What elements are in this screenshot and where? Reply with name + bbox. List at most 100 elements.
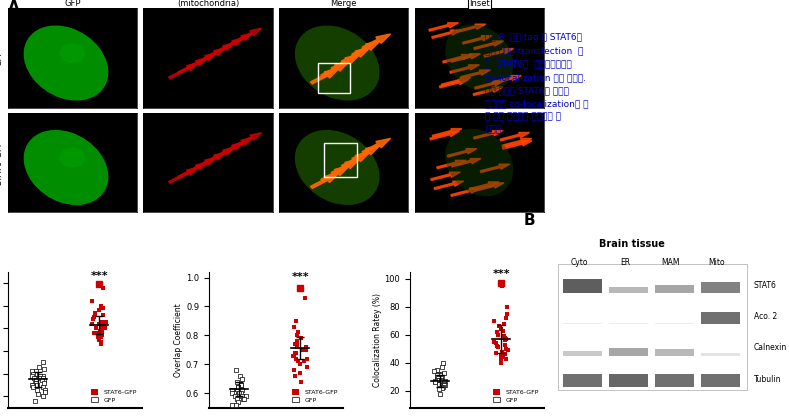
Point [290,349,302,356]
Text: Cyto: Cyto [570,258,588,267]
Point [438,382,451,389]
Text: A: A [8,0,20,15]
Bar [563,351,602,356]
Point [37,373,50,379]
FancyArrow shape [451,158,481,167]
Point [432,375,444,381]
FancyArrow shape [222,138,252,154]
Point [226,390,239,396]
Point [226,387,239,394]
Point [36,359,49,366]
Point [93,307,106,314]
Point [231,384,244,391]
FancyArrow shape [187,158,216,173]
Point [287,352,300,359]
Point [500,336,513,342]
Point [232,390,245,396]
Point [498,320,510,327]
Bar [701,374,740,387]
Bar [701,282,740,293]
Point [437,379,450,386]
Point [436,378,448,384]
Point [436,359,449,366]
Point [230,401,242,408]
Point [30,386,43,393]
Point [37,393,50,400]
Point [236,387,249,394]
Text: ER: ER [620,258,630,267]
FancyArrow shape [481,164,510,173]
Point [226,387,239,394]
Title: TOM20
(mitochondria): TOM20 (mitochondria) [177,0,239,7]
Y-axis label: Colocalization Ratey (%): Colocalization Ratey (%) [372,293,382,387]
Point [236,393,249,399]
Point [434,371,447,377]
Point [234,373,246,379]
Point [93,320,106,327]
Point [95,302,107,309]
Point [96,305,109,311]
Point [294,335,307,342]
Bar [609,323,648,324]
Point [96,325,109,332]
Point [436,383,449,390]
Point [39,389,52,395]
FancyArrow shape [443,54,473,63]
Point [237,396,249,402]
Point [97,284,110,291]
Bar [701,312,740,324]
FancyArrow shape [204,148,234,163]
Bar [655,349,694,356]
Point [299,295,312,301]
Point [26,370,39,377]
Point [227,387,240,394]
Point [28,398,41,404]
FancyArrow shape [434,181,464,190]
FancyArrow shape [502,139,532,147]
Point [432,371,444,377]
Point [431,376,443,383]
Point [88,314,101,320]
Point [494,357,507,363]
Point [92,332,105,339]
FancyArrow shape [352,145,380,161]
Point [30,377,43,384]
Bar [324,143,357,178]
FancyArrow shape [196,153,226,168]
Point [502,347,514,354]
Point [290,344,303,350]
Point [435,375,447,381]
Point [493,323,506,330]
Point [287,352,300,359]
FancyArrow shape [342,48,370,63]
FancyArrow shape [321,166,350,181]
Ellipse shape [445,24,514,92]
Legend: STAT6-GFP, GFP: STAT6-GFP, GFP [491,387,540,404]
FancyArrow shape [450,65,480,73]
Bar [609,374,648,387]
Point [95,339,108,345]
Point [230,393,243,399]
FancyArrow shape [441,77,471,86]
Bar [563,279,602,293]
Bar [655,323,694,324]
Point [495,352,507,359]
Legend: STAT6-GFP, GFP: STAT6-GFP, GFP [89,387,139,404]
Text: ***: *** [291,272,309,282]
Point [297,358,310,365]
Point [227,390,240,396]
Point [237,396,250,402]
FancyArrow shape [342,152,370,168]
Text: B: B [524,213,536,228]
Bar [563,374,602,387]
Point [88,312,101,318]
Point [294,361,306,368]
Title: Merge: Merge [331,0,357,7]
Point [37,375,50,381]
Point [38,379,50,386]
FancyArrow shape [428,23,458,31]
Text: Tubulin: Tubulin [753,374,781,384]
Point [488,317,501,324]
Point [235,381,248,388]
Point [438,381,451,387]
